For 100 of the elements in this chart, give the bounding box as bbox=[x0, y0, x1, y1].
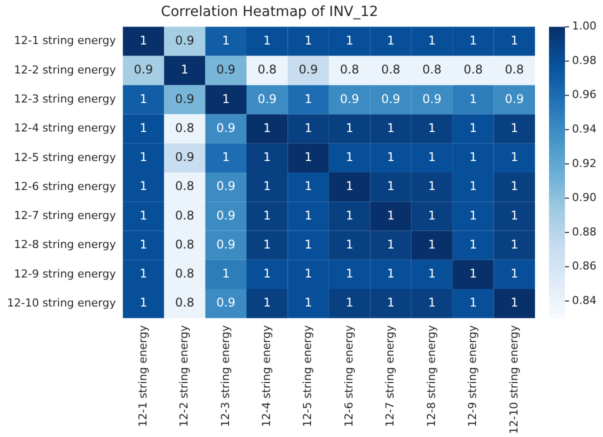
data-label: 0.8 bbox=[175, 296, 194, 310]
data-label: 1 bbox=[510, 33, 518, 48]
data-label: 1 bbox=[140, 266, 148, 281]
data-label: 0.9 bbox=[258, 92, 277, 106]
data-label: 1 bbox=[386, 296, 395, 310]
data-label: 1 bbox=[263, 208, 271, 222]
data-label: 1 bbox=[304, 33, 312, 48]
data-label: 1 bbox=[510, 296, 518, 310]
data-label: 1 bbox=[386, 208, 395, 222]
data-label: 0.9 bbox=[175, 92, 194, 106]
data-label: 1 bbox=[263, 150, 271, 164]
data-label: 1 bbox=[140, 92, 148, 106]
data-label: 0.8 bbox=[464, 62, 483, 77]
color-bar-label: 0.86 bbox=[572, 260, 596, 273]
data-label: 0.9 bbox=[216, 179, 236, 194]
data-label: 1 bbox=[510, 208, 518, 222]
data-label: 1 bbox=[180, 62, 188, 77]
data-label: 1 bbox=[346, 120, 354, 135]
y-tick-label: 12-1 string energy bbox=[14, 34, 116, 48]
data-label: 1 bbox=[469, 237, 477, 252]
data-label: 0.9 bbox=[340, 92, 360, 106]
data-label: 0.8 bbox=[381, 62, 400, 77]
data-label: 1 bbox=[140, 208, 148, 222]
data-label: 1 bbox=[386, 179, 395, 194]
y-tick-label: 12-6 string energy bbox=[14, 180, 116, 193]
data-label: 1 bbox=[140, 33, 148, 48]
data-label: 0.8 bbox=[175, 120, 194, 135]
data-label: 1 bbox=[469, 150, 477, 164]
data-label: 1 bbox=[222, 33, 230, 48]
data-label: 0.9 bbox=[216, 296, 236, 310]
data-label: 1 bbox=[263, 120, 271, 135]
data-label: 1 bbox=[304, 208, 312, 222]
y-tick-label: 12-3 string energy bbox=[14, 92, 116, 106]
y-tick-label: 12-9 string energy bbox=[14, 267, 116, 280]
data-label: 1 bbox=[346, 179, 354, 194]
data-label: 1 bbox=[386, 237, 395, 252]
data-label: 1 bbox=[222, 266, 230, 281]
color-bar-label: 1.00 bbox=[572, 20, 596, 33]
data-label: 0.9 bbox=[422, 92, 442, 106]
y-tick-label: 12-10 string energy bbox=[6, 296, 116, 310]
data-label: 1 bbox=[428, 296, 436, 310]
data-label: 1 bbox=[469, 120, 477, 135]
y-tick-label: 12-5 string energy bbox=[14, 150, 116, 164]
data-label: 1 bbox=[346, 266, 354, 281]
data-label: 0.9 bbox=[298, 62, 318, 77]
data-label: 0.9 bbox=[175, 150, 194, 164]
data-label: 1 bbox=[428, 208, 436, 222]
data-label: 0.9 bbox=[216, 237, 236, 252]
data-label: 1 bbox=[428, 33, 436, 48]
data-label: 1 bbox=[304, 179, 312, 194]
data-label: 1 bbox=[386, 266, 395, 281]
data-label: 0.8 bbox=[175, 179, 194, 194]
data-label: 1 bbox=[428, 237, 436, 252]
data-label: 1 bbox=[346, 150, 354, 164]
data-label: 0.8 bbox=[422, 62, 442, 77]
data-label: 1 bbox=[140, 237, 148, 252]
data-label: 1 bbox=[469, 92, 477, 106]
y-tick-label: 12-4 string energy bbox=[14, 122, 116, 135]
data-label: 1 bbox=[469, 266, 477, 281]
data-label: 0.8 bbox=[504, 62, 524, 77]
data-label: 1 bbox=[428, 179, 436, 194]
color-bar-label: 0.84 bbox=[572, 294, 596, 307]
x-tick-label: 12-6 string energy bbox=[342, 324, 356, 428]
data-label: 1 bbox=[263, 179, 271, 194]
data-label: 0.8 bbox=[175, 266, 194, 281]
x-tick-label: 12-3 string energy bbox=[218, 324, 232, 428]
y-tick-label: 12-2 string energy bbox=[14, 63, 116, 76]
data-label: 0.9 bbox=[175, 33, 194, 48]
data-label: 0.9 bbox=[216, 120, 236, 135]
data-label: 1 bbox=[428, 266, 436, 281]
data-label: 1 bbox=[469, 179, 477, 194]
data-label: 1 bbox=[263, 296, 271, 310]
x-tick-label: 12-5 string energy bbox=[301, 324, 314, 428]
color-bar-label: 0.96 bbox=[572, 88, 596, 102]
data-label: 1 bbox=[510, 179, 518, 194]
data-label: 1 bbox=[304, 92, 312, 106]
data-label: 1 bbox=[346, 296, 354, 310]
data-label: 1 bbox=[140, 150, 148, 164]
y-tick-label: 12-8 string energy bbox=[14, 238, 116, 252]
data-label: 0.8 bbox=[340, 62, 360, 77]
data-label: 1 bbox=[510, 266, 518, 281]
x-tick-label: 12-10 string energy bbox=[507, 324, 520, 434]
data-label: 1 bbox=[469, 208, 477, 222]
data-label: 0.9 bbox=[216, 62, 236, 77]
data-label: 0.8 bbox=[258, 62, 277, 77]
y-tick-label: 12-7 string energy bbox=[14, 209, 116, 222]
data-label: 1 bbox=[222, 150, 230, 164]
data-label: 0.8 bbox=[175, 208, 194, 222]
data-label: 1 bbox=[222, 92, 230, 106]
data-label: 0.9 bbox=[134, 62, 154, 77]
color-bar-label: 0.98 bbox=[572, 54, 596, 67]
data-label: 0.9 bbox=[504, 92, 524, 106]
data-label: 1 bbox=[346, 33, 354, 48]
data-label: 1 bbox=[140, 296, 148, 310]
data-label: 1 bbox=[346, 208, 354, 222]
data-label: 1 bbox=[510, 150, 518, 164]
data-label: 1 bbox=[263, 266, 271, 281]
x-tick-label: 12-4 string energy bbox=[260, 324, 273, 428]
color-bar-label: 0.92 bbox=[572, 156, 596, 170]
data-label: 1 bbox=[469, 296, 477, 310]
